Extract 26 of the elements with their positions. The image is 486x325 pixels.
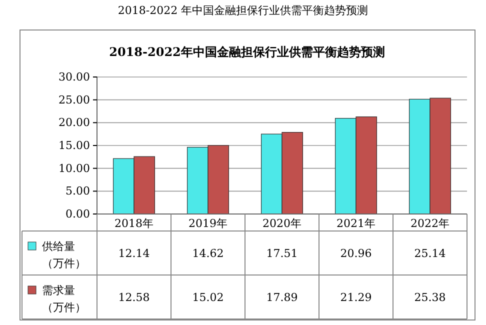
- data-label: 21.29: [340, 291, 372, 304]
- x-tick-label: 2022年: [410, 217, 450, 230]
- data-label: 25.14: [414, 247, 446, 260]
- x-tick-label: 2019年: [188, 217, 228, 230]
- legend-label: 需求量（万件）: [42, 284, 86, 314]
- y-tick-label: 5.00: [66, 184, 90, 198]
- legend-label: 供给量（万件）: [42, 240, 86, 270]
- data-label: 17.89: [266, 291, 298, 304]
- y-tick-label: 20.00: [58, 116, 90, 130]
- data-label: 25.38: [414, 291, 446, 304]
- x-tick-label: 2020年: [262, 217, 302, 230]
- y-tick-label: 10.00: [58, 162, 90, 175]
- y-tick-label: 25.00: [58, 93, 90, 106]
- data-label: 15.02: [192, 291, 224, 304]
- x-tick-label: 2021年: [336, 217, 376, 230]
- data-label: 20.96: [340, 247, 372, 260]
- chart-title: 2018-2022年中国金融担保行业供需平衡趋势预测: [109, 45, 385, 59]
- y-tick-label: 15.00: [58, 139, 90, 152]
- data-label: 17.51: [266, 247, 298, 260]
- data-label: 12.58: [118, 291, 150, 304]
- y-tick-label: 0.00: [66, 208, 90, 221]
- y-tick-label: 30.00: [58, 70, 90, 84]
- text: 2018-2022 年中国金融担保行业供需平衡趋势预测: [118, 4, 368, 17]
- data-label: 14.62: [192, 247, 224, 260]
- x-tick-label: 2018年: [114, 217, 154, 230]
- data-label: 12.14: [118, 247, 150, 260]
